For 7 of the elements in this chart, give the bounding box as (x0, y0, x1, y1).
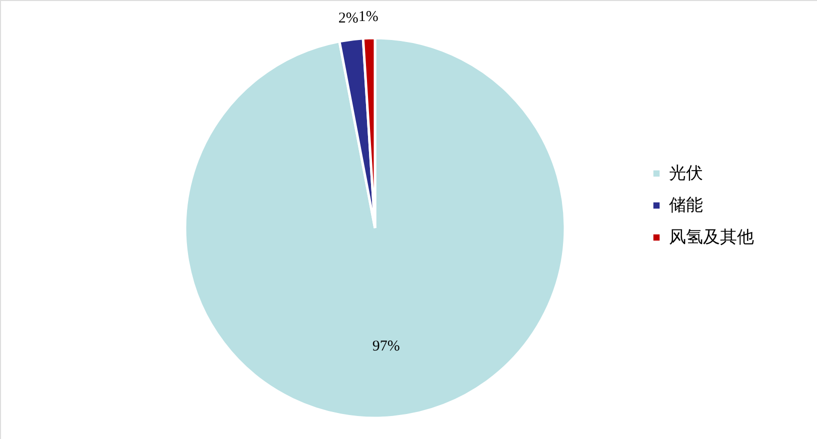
legend-label: 风氢及其他 (669, 228, 754, 248)
legend-label: 光伏 (669, 164, 703, 184)
pie-slice (184, 36, 566, 420)
data-label: 97% (372, 338, 400, 354)
data-label: 1% (358, 9, 378, 26)
data-label: 2% (338, 10, 358, 27)
legend-label: 储能 (669, 196, 703, 216)
